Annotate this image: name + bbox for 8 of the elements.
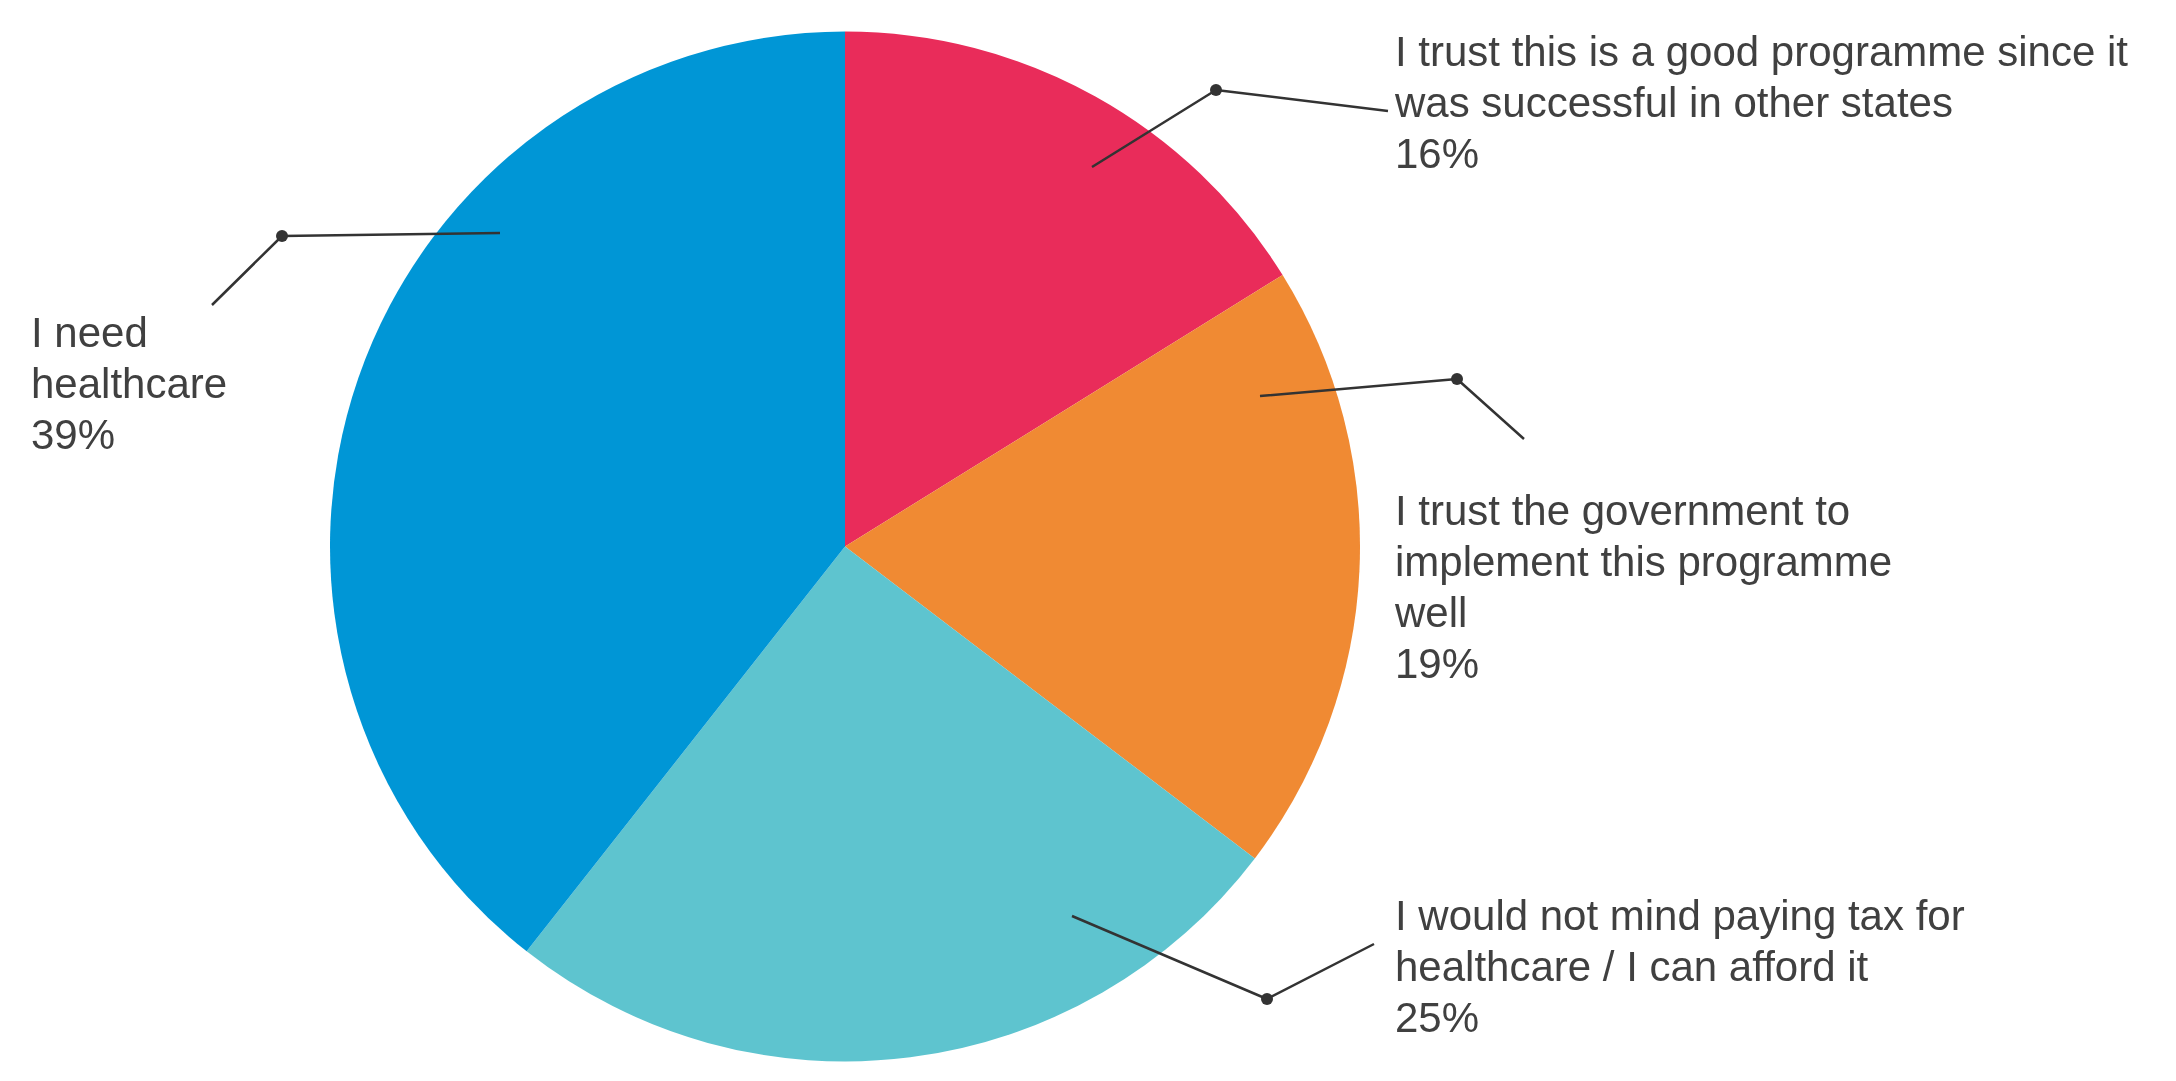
slice-label: I trust this is a good programme since it was successful in other states: [1394, 28, 2129, 126]
slice-label: I need healthcare: [31, 309, 228, 407]
data-label: 19%: [1395, 640, 1480, 687]
data-label: 25%: [1395, 994, 1480, 1041]
slice-label: I would not mind paying tax for healthcare / I can afford it: [1395, 892, 1965, 990]
slice-label: I trust the government to implement this programme well: [1394, 487, 1893, 636]
data-label: 39%: [31, 411, 116, 458]
data-label: 16%: [1395, 130, 1480, 177]
